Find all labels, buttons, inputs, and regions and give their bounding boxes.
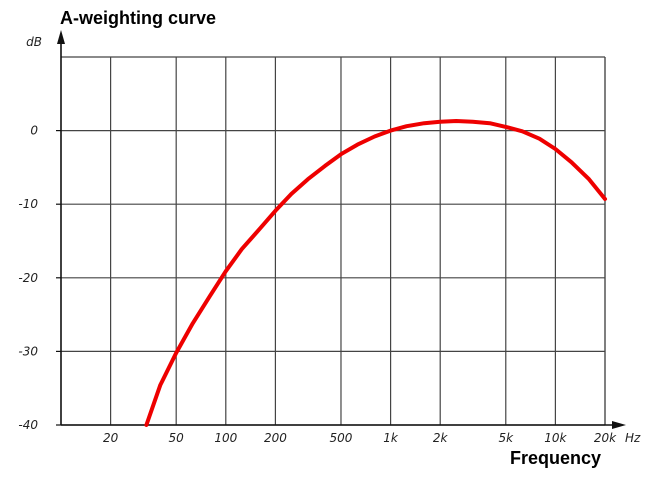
vertical-gridlines	[110, 57, 606, 425]
x-unit-label: Hz	[625, 431, 641, 445]
x-axis-title: Frequency	[510, 448, 602, 468]
y-tick-label: -30	[18, 344, 38, 358]
x-tick-label: 500	[330, 431, 353, 445]
x-tick-label: 50	[169, 431, 185, 445]
y-tick-label: -20	[18, 271, 38, 285]
x-tick-label: 1k	[383, 431, 399, 445]
x-tick-labels: 20 50 100 200 500 1k 2k 5k 10k 20k	[103, 431, 617, 445]
axes	[56, 30, 626, 429]
series-line	[144, 119, 607, 427]
x-tick-label: 100	[214, 431, 237, 445]
x-axis-arrowhead	[612, 421, 626, 429]
series-group	[144, 119, 607, 427]
x-tick-label: 20	[103, 431, 119, 445]
y-tick-labels: 0 -10 -20 -30 -40	[18, 124, 38, 432]
y-axis-arrowhead	[57, 30, 65, 44]
x-tick-label: 20k	[594, 431, 617, 445]
y-tick-label: -40	[18, 418, 38, 432]
x-tick-label: 200	[264, 431, 287, 445]
y-unit-label: dB	[26, 35, 42, 49]
axis-units: dB Hz	[26, 35, 641, 445]
horizontal-gridlines	[61, 56, 605, 426]
y-tick-label: 0	[30, 124, 38, 138]
x-tick-label: 5k	[498, 431, 514, 445]
chart-title: A-weighting curve	[60, 8, 217, 28]
x-tick-label: 2k	[433, 431, 449, 445]
x-tick-label: 10k	[544, 431, 567, 445]
y-tick-label: -10	[18, 197, 38, 211]
